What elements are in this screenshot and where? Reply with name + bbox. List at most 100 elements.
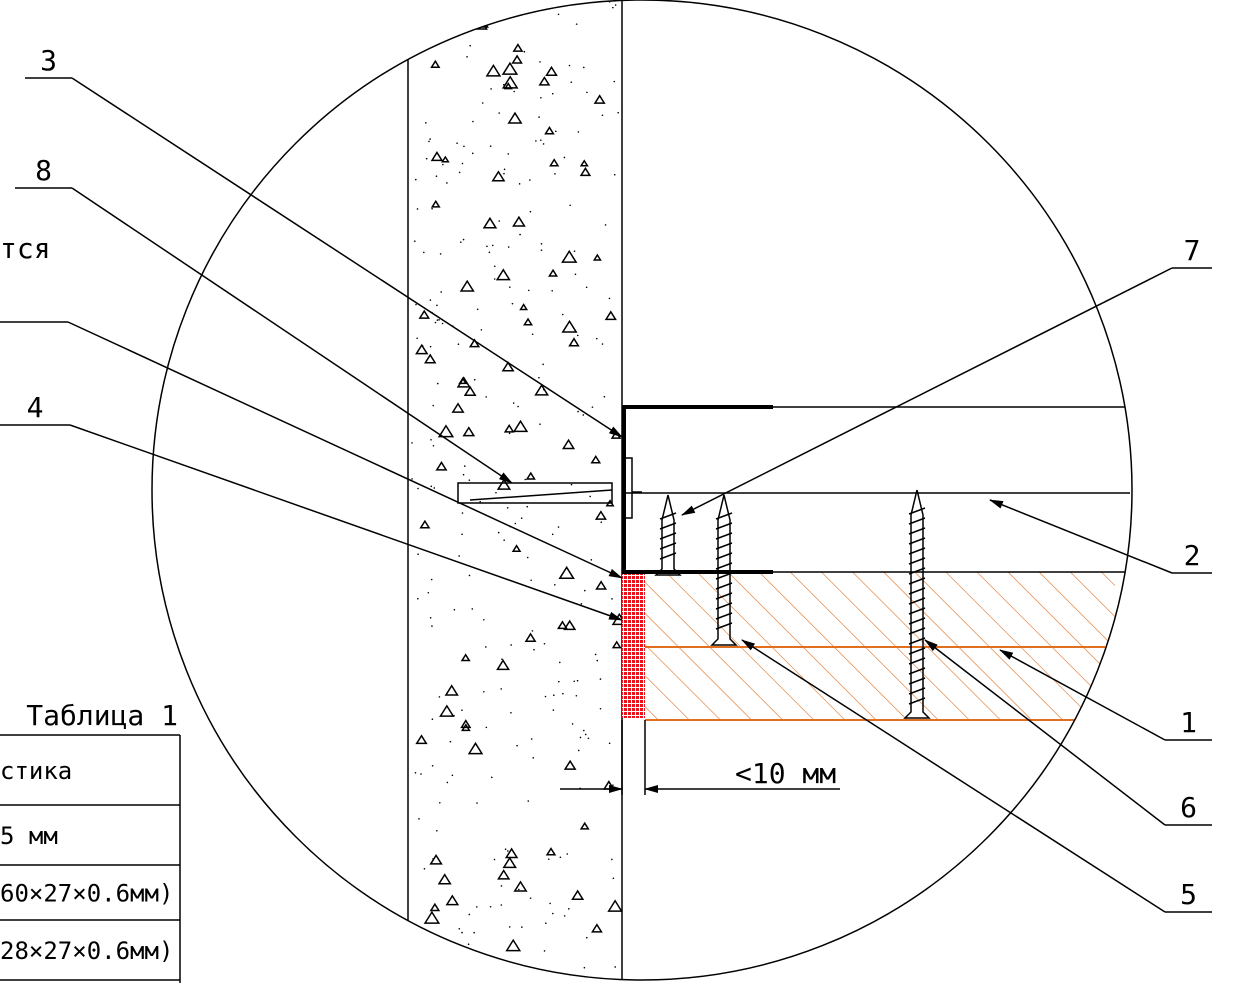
screws xyxy=(654,489,931,719)
leader xyxy=(71,77,623,438)
thread xyxy=(908,507,926,515)
dot xyxy=(445,2,448,4)
dot xyxy=(415,303,417,306)
thread xyxy=(908,607,926,615)
dot xyxy=(489,905,492,908)
dot xyxy=(504,848,507,851)
note-fragment: тся xyxy=(0,232,51,265)
aggregate xyxy=(419,519,431,529)
dot xyxy=(559,856,562,859)
aggregate xyxy=(511,544,522,553)
table: стика 5 мм 60×27×0.6мм) 28×27×0.6мм) xyxy=(0,734,181,983)
dot xyxy=(601,343,604,345)
dot xyxy=(549,902,551,905)
dot xyxy=(543,950,546,952)
dot xyxy=(417,553,419,555)
dot xyxy=(411,478,413,480)
dot xyxy=(563,915,566,917)
aggregate xyxy=(429,902,441,912)
dot xyxy=(434,321,437,324)
dot xyxy=(459,241,462,243)
aggregate xyxy=(512,215,526,227)
thread xyxy=(715,512,733,520)
dot xyxy=(458,927,461,930)
dot xyxy=(599,707,602,710)
dot xyxy=(489,145,492,147)
dot xyxy=(506,850,509,852)
thread xyxy=(659,542,677,550)
dot xyxy=(472,981,474,983)
dot xyxy=(418,818,420,820)
dot xyxy=(545,922,547,924)
dot xyxy=(617,111,619,114)
dot xyxy=(595,337,598,340)
dot xyxy=(517,888,520,891)
dot xyxy=(428,140,430,143)
dot xyxy=(468,913,471,916)
screw xyxy=(903,489,931,719)
dot xyxy=(570,483,573,486)
table-cell: стика xyxy=(0,757,72,785)
thread xyxy=(908,557,926,565)
dot xyxy=(427,591,430,594)
thread xyxy=(715,592,733,600)
dot xyxy=(495,491,497,494)
aggregate xyxy=(430,10,444,22)
dot xyxy=(526,556,529,559)
dot xyxy=(540,139,542,141)
dot xyxy=(468,970,470,973)
dot xyxy=(584,589,586,592)
aggregate xyxy=(568,337,580,347)
aggregate xyxy=(561,249,578,263)
dot xyxy=(461,931,463,934)
dot xyxy=(461,162,464,165)
detail xyxy=(407,0,1130,983)
aggregate xyxy=(423,910,441,924)
aggregate xyxy=(430,199,441,208)
dot xyxy=(493,265,496,268)
dot xyxy=(576,334,579,337)
dot xyxy=(435,175,438,178)
dot xyxy=(508,432,511,435)
dot xyxy=(552,694,555,696)
dot xyxy=(491,244,494,247)
dot xyxy=(576,679,579,682)
dot xyxy=(614,966,617,968)
aggregate xyxy=(502,856,517,869)
dot xyxy=(498,112,500,114)
dot xyxy=(411,961,414,963)
aggregate xyxy=(415,734,428,745)
aggregate xyxy=(429,853,443,865)
dot xyxy=(416,337,418,340)
dot xyxy=(538,116,540,118)
dot xyxy=(476,906,478,908)
dot xyxy=(569,204,571,207)
dot xyxy=(583,729,585,732)
dot xyxy=(420,773,422,775)
thread xyxy=(659,512,677,520)
aggregate xyxy=(591,923,603,933)
thread xyxy=(715,582,733,590)
dot xyxy=(476,308,479,311)
dot xyxy=(488,251,491,254)
table-title: Таблица 1 xyxy=(26,699,178,732)
dot xyxy=(430,438,432,441)
aggregate xyxy=(595,580,608,590)
thread xyxy=(908,687,926,695)
dot xyxy=(568,64,571,67)
dot xyxy=(417,597,419,600)
thread xyxy=(908,517,926,525)
dot xyxy=(456,142,458,144)
dot xyxy=(461,512,464,514)
dimension: <10 мм xyxy=(735,757,836,790)
thread xyxy=(908,587,926,595)
aggregate xyxy=(558,565,575,580)
thread xyxy=(908,667,926,675)
dot xyxy=(529,210,532,213)
thread xyxy=(908,617,926,625)
dot xyxy=(529,897,532,899)
aggregate xyxy=(545,847,557,856)
dot xyxy=(575,23,578,25)
dot xyxy=(469,44,471,47)
aggregate xyxy=(458,376,468,385)
